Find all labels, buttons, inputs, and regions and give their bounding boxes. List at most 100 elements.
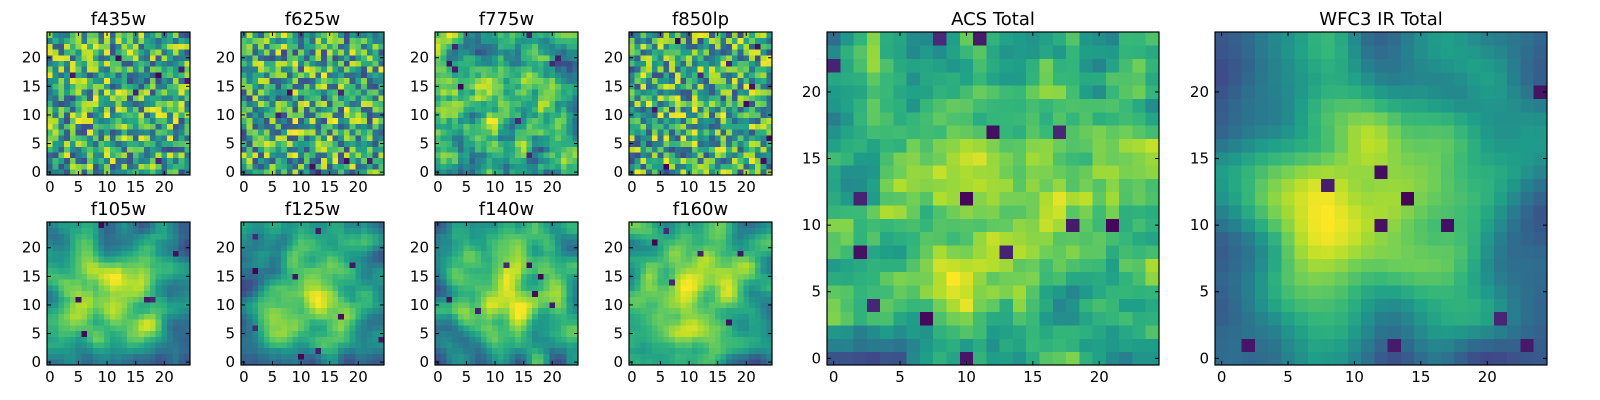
heatmap-cell — [640, 112, 647, 119]
heatmap-cell — [321, 152, 328, 159]
heatmap-cell — [258, 313, 265, 320]
heatmap-cell — [526, 83, 533, 90]
heatmap-cell — [737, 83, 744, 90]
heatmap-cell — [366, 60, 373, 67]
heatmap-cell — [258, 256, 265, 263]
heatmap-cell — [246, 140, 253, 147]
heatmap-cell — [497, 267, 505, 274]
heatmap-cell — [766, 134, 773, 142]
heatmap-cell — [743, 353, 750, 360]
heatmap-cell — [321, 353, 328, 360]
heatmap-cell — [714, 284, 721, 292]
heatmap-cell — [184, 319, 191, 326]
heatmap-cell — [703, 279, 710, 286]
heatmap-cell — [463, 353, 470, 360]
heatmap-cell — [509, 157, 516, 164]
heatmap-cell — [457, 262, 464, 269]
y-tick-label: 15 — [22, 77, 41, 95]
heatmap-cell — [463, 273, 470, 280]
heatmap-cell — [572, 72, 579, 79]
heatmap-cell — [275, 123, 282, 130]
heatmap-cell — [714, 347, 721, 354]
heatmap-cell — [184, 123, 191, 130]
heatmap-cell — [161, 140, 168, 147]
heatmap-cell — [754, 157, 761, 164]
heatmap-cell — [115, 43, 122, 50]
heatmap-cell — [87, 319, 94, 326]
heatmap-cell — [737, 112, 744, 119]
heatmap-cell — [281, 279, 288, 286]
heatmap-cell — [303, 83, 311, 90]
heatmap-cell — [184, 100, 191, 107]
heatmap-cell — [58, 60, 65, 67]
heatmap-cell — [286, 123, 293, 130]
heatmap-cell — [726, 146, 733, 153]
heatmap-cell — [549, 267, 556, 274]
heatmap-cell — [463, 302, 470, 309]
heatmap-cell — [149, 262, 157, 269]
heatmap-cell — [726, 106, 733, 113]
heatmap-cell — [161, 152, 168, 159]
heatmap-cell — [452, 284, 459, 292]
heatmap-cell — [372, 83, 379, 90]
heatmap-cell — [321, 129, 328, 136]
heatmap-cell — [252, 163, 259, 170]
heatmap-cell — [372, 319, 379, 326]
heatmap-cell — [737, 324, 744, 332]
heatmap-cell — [81, 100, 88, 107]
heatmap-cell — [549, 152, 556, 159]
heatmap-cell — [87, 117, 94, 124]
heatmap-cell — [503, 222, 510, 229]
heatmap-cell — [555, 157, 562, 164]
heatmap-cell — [503, 77, 510, 84]
heatmap-cell — [697, 123, 704, 130]
heatmap-cell — [680, 60, 687, 67]
heatmap-cell — [669, 152, 676, 159]
heatmap-cell — [709, 330, 716, 337]
heatmap-cell — [480, 290, 487, 297]
heatmap-cell — [503, 106, 510, 113]
heatmap-cell — [315, 290, 322, 297]
heatmap-cell — [497, 233, 505, 240]
heatmap-cell — [703, 296, 710, 303]
heatmap-cell — [543, 227, 550, 234]
heatmap-cell — [343, 359, 351, 366]
heatmap-cell — [69, 353, 76, 360]
heatmap-cell — [275, 32, 282, 39]
heatmap-cell — [537, 89, 545, 96]
heatmap-cell — [457, 37, 464, 44]
heatmap-cell — [537, 250, 545, 257]
heatmap-cell — [64, 43, 71, 50]
heatmap-cell — [440, 134, 447, 142]
heatmap-cell — [754, 117, 761, 124]
heatmap-cell — [321, 313, 328, 320]
heatmap-cell — [144, 152, 151, 159]
heatmap-cell — [731, 112, 739, 119]
heatmap-cell — [155, 233, 162, 240]
heatmap-cell — [572, 239, 579, 246]
heatmap-cell — [497, 152, 505, 159]
heatmap-cell — [81, 342, 88, 349]
heatmap-cell — [378, 319, 385, 326]
heatmap-cell — [263, 256, 270, 263]
heatmap-cell — [52, 227, 59, 234]
heatmap-cell — [714, 140, 721, 147]
heatmap-cell — [560, 279, 567, 286]
heatmap-cell — [115, 256, 122, 263]
heatmap-cell — [309, 83, 316, 90]
heatmap-cell — [172, 296, 179, 303]
heatmap-cell — [144, 233, 151, 240]
heatmap-cell — [81, 244, 88, 251]
heatmap-cell — [241, 60, 248, 67]
heatmap-cell — [572, 152, 579, 159]
heatmap-cell — [674, 106, 681, 113]
heatmap-cell — [463, 152, 470, 159]
heatmap-cell — [372, 353, 379, 360]
heatmap-cell — [69, 169, 76, 176]
heatmap-cell — [680, 123, 687, 130]
x-tick-label: 15 — [514, 368, 533, 386]
heatmap-cell — [743, 347, 750, 354]
heatmap-cell — [486, 117, 493, 124]
heatmap-cell — [132, 250, 139, 257]
heatmap-cell — [115, 302, 122, 309]
